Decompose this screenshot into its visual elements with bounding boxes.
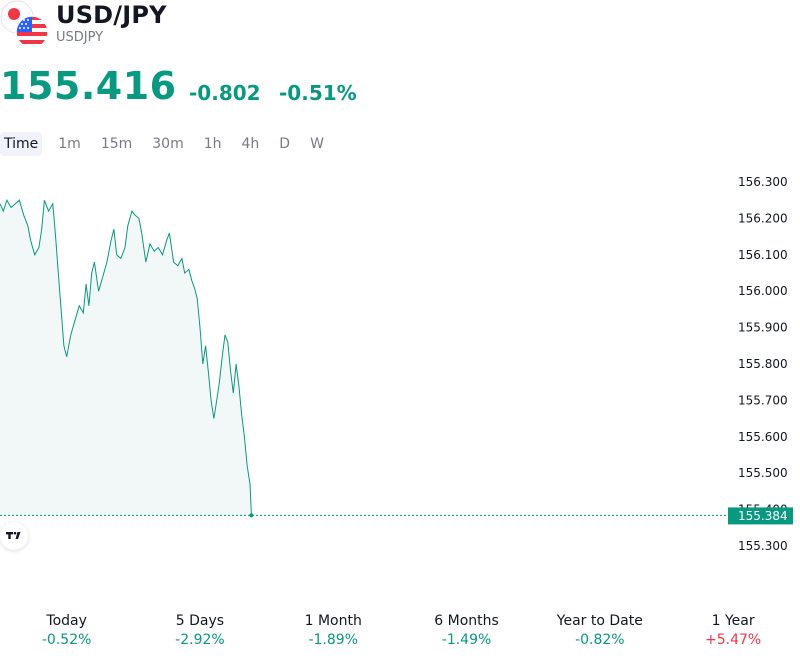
y-tick-label: 156.000 bbox=[738, 284, 788, 298]
current-price-label: 155.384 bbox=[738, 509, 788, 523]
performance-period-label: 5 Days bbox=[175, 613, 225, 629]
series-area bbox=[0, 200, 252, 516]
price-change-percent: -0.51% bbox=[279, 81, 357, 105]
performance-item[interactable]: Today -0.52% bbox=[0, 612, 133, 649]
performance-item[interactable]: 1 Month -1.89% bbox=[267, 612, 400, 649]
last-price: 155.416 bbox=[0, 64, 177, 108]
performance-value: -1.89% bbox=[308, 632, 358, 648]
y-tick-label: 155.900 bbox=[738, 321, 788, 335]
symbol-subtitle: USDJPY bbox=[56, 30, 104, 45]
y-tick-label: 155.800 bbox=[738, 357, 788, 371]
performance-period-label: 6 Months bbox=[434, 613, 499, 629]
interval-d[interactable]: D bbox=[279, 136, 291, 152]
last-point-marker bbox=[249, 513, 254, 518]
y-tick-label: 155.300 bbox=[738, 539, 788, 553]
performance-item[interactable]: Year to Date -0.82% bbox=[533, 612, 666, 649]
interval-w[interactable]: W bbox=[310, 136, 324, 152]
performance-period-label: Year to Date bbox=[556, 613, 643, 629]
performance-value: -1.49% bbox=[441, 632, 492, 648]
performance-period-label: 1 Month bbox=[304, 613, 362, 629]
performance-value: -0.82% bbox=[575, 632, 625, 648]
y-tick-label: 155.600 bbox=[738, 430, 788, 444]
y-tick-label: 155.500 bbox=[738, 466, 788, 480]
series-line bbox=[0, 198, 252, 516]
performance-item[interactable]: 1 Year +5.47% bbox=[666, 612, 799, 649]
interval-1h[interactable]: 1h bbox=[203, 136, 222, 152]
us-flag-icon bbox=[15, 15, 49, 49]
symbol-title: USD/JPY bbox=[56, 1, 167, 29]
interval-4h[interactable]: 4h bbox=[241, 136, 260, 152]
performance-value: +5.47% bbox=[705, 632, 762, 648]
y-tick-label: 155.700 bbox=[738, 393, 788, 407]
interval-time[interactable]: Time bbox=[0, 132, 43, 156]
performance-item[interactable]: 6 Months -1.49% bbox=[400, 612, 533, 649]
performance-value: -2.92% bbox=[175, 632, 225, 648]
performance-summary: Today -0.52% 5 Days -2.92% 1 Month -1.89% 6 Mo… bbox=[0, 612, 800, 649]
performance-item[interactable]: 5 Days -2.92% bbox=[133, 612, 266, 649]
performance-period-label: 1 Year bbox=[711, 613, 755, 629]
y-tick-label: 156.200 bbox=[738, 211, 788, 225]
performance-period-label: Today bbox=[46, 613, 87, 629]
price-chart[interactable]: 156.300 156.200 156.100 156.000 155.900 155.8… bbox=[0, 160, 800, 560]
interval-15m[interactable]: 15m bbox=[100, 136, 133, 152]
current-price-badge bbox=[728, 507, 793, 525]
price-change: -0.802 bbox=[189, 81, 261, 105]
interval-1m[interactable]: 1m bbox=[58, 136, 81, 152]
currency-flags bbox=[0, 0, 52, 52]
performance-value: -0.52% bbox=[41, 632, 92, 648]
tradingview-logo-icon[interactable] bbox=[0, 522, 28, 550]
y-tick-label: 156.100 bbox=[738, 248, 788, 262]
interval-30m[interactable]: 30m bbox=[152, 136, 184, 152]
y-tick-label: 156.300 bbox=[738, 175, 788, 189]
interval-selector: Time 1m 15m 30m 1h 4h D W bbox=[0, 132, 334, 156]
